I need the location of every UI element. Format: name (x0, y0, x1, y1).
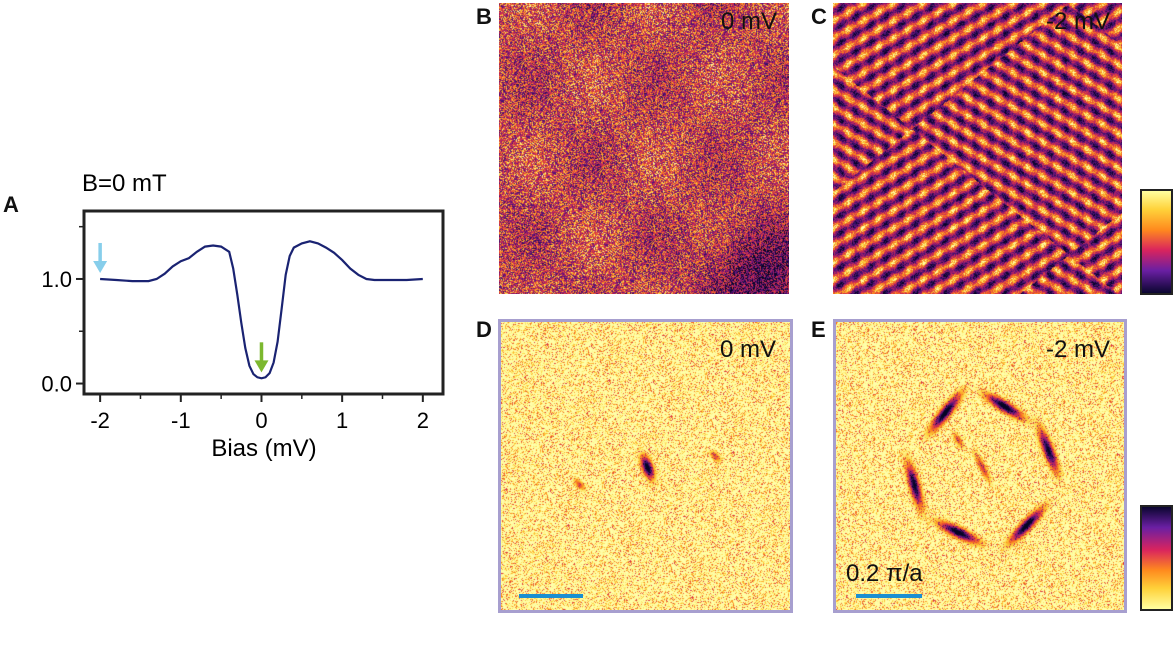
y-tick-label: 1.0 (41, 267, 72, 292)
panel-label-b: B (476, 4, 492, 29)
map-c-image (833, 3, 1122, 294)
fft-d-image (501, 322, 790, 610)
x-tick-label: -2 (90, 408, 110, 433)
x-tick-label: 0 (255, 408, 267, 433)
y-tick-label: 0.0 (41, 372, 72, 397)
panel-label-a: A (3, 192, 19, 217)
spectrum-chart: B=0 mT -2 -1 0 1 2 0.0 1.0 Bias (mV) (41, 170, 445, 462)
map-b: 0 mV (499, 3, 789, 294)
blue-arrow (93, 242, 108, 273)
plot-frame (82, 209, 445, 396)
fft-e-scalebar-label: 0.2 π/a (846, 560, 923, 587)
fft-e: -2 mV 0.2 π/a (833, 319, 1127, 613)
chart-title: B=0 mT (82, 170, 167, 197)
x-tick-label: -1 (171, 408, 191, 433)
panel-label-d: D (476, 317, 492, 342)
fft-d-bias-label: 0 mV (719, 336, 776, 363)
spectrum-line (100, 240, 423, 380)
panel-label-c: C (811, 4, 827, 29)
fft-e-bias-label: -2 mV (1045, 336, 1110, 363)
fft-d-scalebar (519, 594, 583, 598)
map-b-image (499, 3, 789, 294)
x-tick-label: 1 (336, 408, 348, 433)
axis-ticks: -2 -1 0 1 2 0.0 1.0 (41, 225, 429, 433)
map-c: -2 mV (833, 3, 1122, 294)
panel-label-e: E (811, 317, 826, 342)
x-axis-label: Bias (mV) (211, 435, 316, 462)
x-tick-label: 2 (417, 408, 429, 433)
fft-e-scalebar (856, 594, 922, 598)
colorbar-top (1140, 189, 1173, 295)
green-arrow (254, 342, 269, 373)
map-c-bias-label: -2 mV (1045, 8, 1110, 35)
fft-e-image (836, 322, 1124, 610)
colorbar-bottom (1140, 505, 1173, 611)
fft-d: 0 mV (498, 319, 793, 613)
map-b-bias-label: 0 mV (720, 8, 777, 35)
